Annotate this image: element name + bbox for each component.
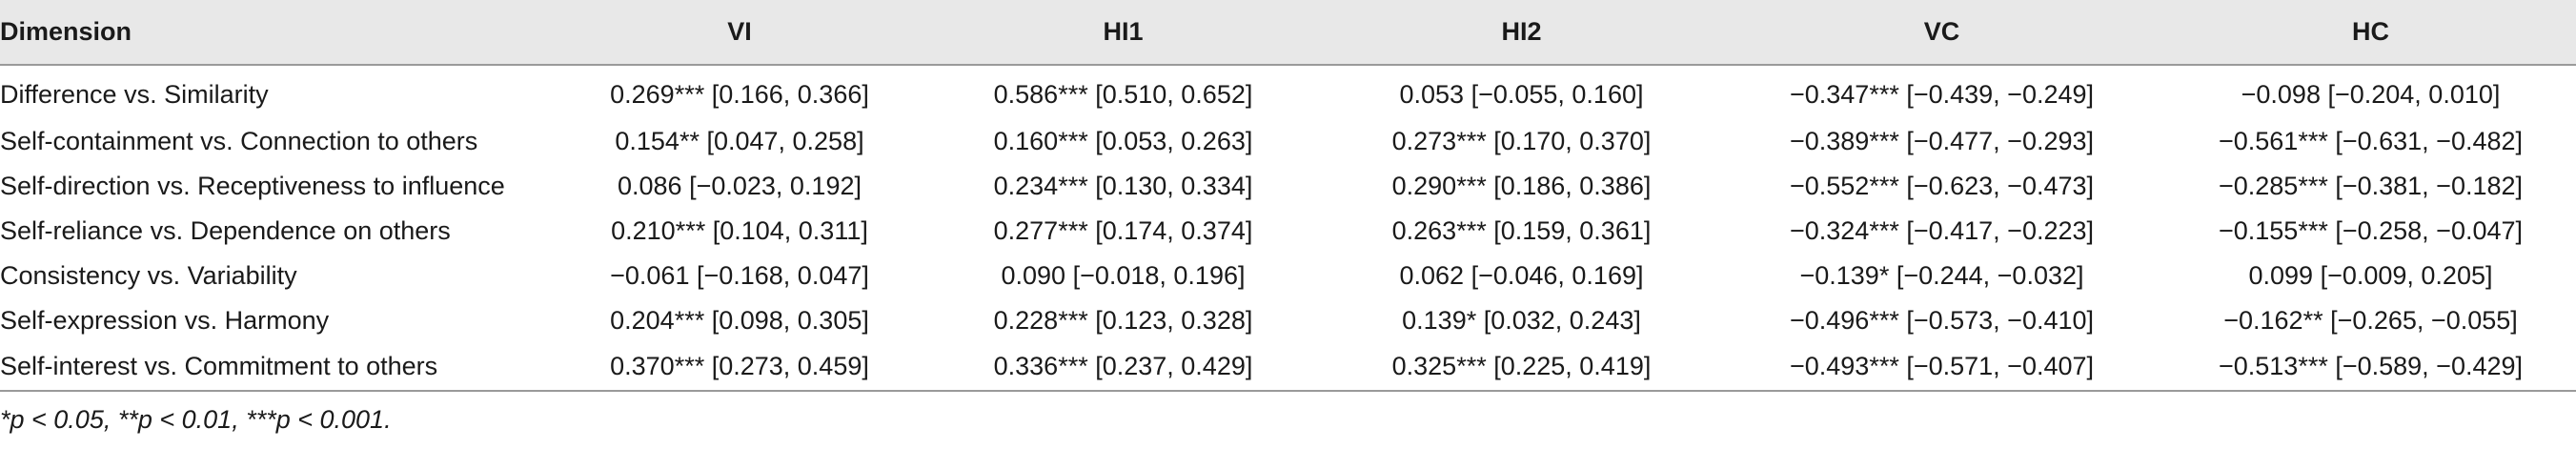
dimension-cell: Self-reliance vs. Dependence on others [0, 216, 451, 245]
hi2-cell: 0.325*** [0.225, 0.419] [1325, 343, 1718, 392]
table-row: Self-interest vs. Commitment to others 0… [0, 343, 2576, 392]
table-row: Self-direction vs. Receptiveness to infl… [0, 164, 2576, 209]
hi1-cell: 0.336*** [0.237, 0.429] [922, 343, 1325, 392]
column-header-vi: VI [558, 0, 922, 66]
vi-cell: 0.086 [−0.023, 0.192] [618, 172, 862, 200]
dimension-cell: Self-direction vs. Receptiveness to infl… [0, 172, 505, 200]
table-row: Consistency vs. Variability −0.061 [−0.1… [0, 254, 2576, 298]
table-header-row: Dimension VI HI1 HI2 VC HC [0, 0, 2576, 66]
correlation-table: Dimension VI HI1 HI2 VC HC Difference vs… [0, 0, 2576, 392]
dimension-cell: Self-expression vs. Harmony [0, 306, 330, 335]
hi2-cell: 0.062 [−0.046, 0.169] [1399, 261, 1644, 290]
vi-cell: 0.269*** [0.166, 0.366] [610, 79, 869, 109]
vi-cell: −0.061 [−0.168, 0.047] [610, 261, 869, 290]
column-header-hi2: HI2 [1325, 0, 1718, 66]
column-header-hi1: HI1 [922, 0, 1325, 66]
vc-cell: −0.496*** [−0.573, −0.410] [1789, 306, 2095, 335]
vc-cell: −0.493*** [−0.571, −0.407] [1718, 343, 2165, 392]
table-row: Difference vs. Similarity 0.269*** [0.16… [0, 65, 2576, 119]
hc-cell: 0.099 [−0.009, 0.205] [2248, 261, 2493, 290]
vc-cell: −0.389*** [−0.477, −0.293] [1789, 127, 2095, 155]
vc-cell: −0.552*** [−0.623, −0.473] [1789, 172, 2095, 200]
hi1-cell: 0.277*** [0.174, 0.374] [993, 216, 1253, 245]
dimension-cell: Difference vs. Similarity [0, 79, 269, 109]
table-row: Self-containment vs. Connection to other… [0, 119, 2576, 164]
column-header-hc: HC [2165, 0, 2576, 66]
vc-cell: −0.139* [−0.244, −0.032] [1799, 261, 2084, 290]
hi2-cell: 0.273*** [0.170, 0.370] [1391, 127, 1652, 155]
hi1-cell: 0.160*** [0.053, 0.263] [993, 127, 1253, 155]
hi2-cell: 0.263*** [0.159, 0.361] [1391, 216, 1652, 245]
vc-cell: −0.324*** [−0.417, −0.223] [1789, 216, 2095, 245]
column-header-dimension: Dimension [0, 0, 558, 66]
dimension-cell: Consistency vs. Variability [0, 261, 297, 290]
hc-cell: −0.561*** [−0.631, −0.482] [2218, 127, 2524, 155]
significance-footnote: *p < 0.05, **p < 0.01, ***p < 0.001. [0, 405, 392, 434]
correlation-table-container: Dimension VI HI1 HI2 VC HC Difference vs… [0, 0, 2576, 434]
hc-cell: −0.285*** [−0.381, −0.182] [2218, 172, 2524, 200]
hc-cell: −0.513*** [−0.589, −0.429] [2165, 343, 2576, 392]
hi1-cell: 0.234*** [0.130, 0.334] [993, 172, 1253, 200]
table-row: Self-reliance vs. Dependence on others 0… [0, 209, 2576, 254]
vi-cell: 0.154** [0.047, 0.258] [615, 127, 864, 155]
hi1-cell: 0.228*** [0.123, 0.328] [993, 306, 1253, 335]
dimension-cell: Self-containment vs. Connection to other… [0, 127, 478, 155]
hi2-cell: 0.053 [−0.055, 0.160] [1399, 79, 1644, 109]
table-row: Self-expression vs. Harmony 0.204*** [0.… [0, 298, 2576, 343]
hc-cell: −0.155*** [−0.258, −0.047] [2218, 216, 2524, 245]
hi2-cell: 0.139* [0.032, 0.243] [1402, 306, 1641, 335]
vi-cell: 0.210*** [0.104, 0.311] [611, 216, 868, 245]
hc-cell: −0.098 [−0.204, 0.010] [2241, 79, 2501, 109]
column-header-vc: VC [1718, 0, 2165, 66]
vi-cell: 0.204*** [0.098, 0.305] [610, 306, 869, 335]
hc-cell: −0.162** [−0.265, −0.055] [2223, 306, 2518, 335]
hi1-cell: 0.090 [−0.018, 0.196] [1001, 261, 1246, 290]
vc-cell: −0.347*** [−0.439, −0.249] [1789, 79, 2095, 109]
dimension-cell: Self-interest vs. Commitment to others [0, 343, 558, 392]
hi1-cell: 0.586*** [0.510, 0.652] [993, 79, 1253, 109]
hi2-cell: 0.290*** [0.186, 0.386] [1391, 172, 1652, 200]
vi-cell: 0.370*** [0.273, 0.459] [558, 343, 922, 392]
